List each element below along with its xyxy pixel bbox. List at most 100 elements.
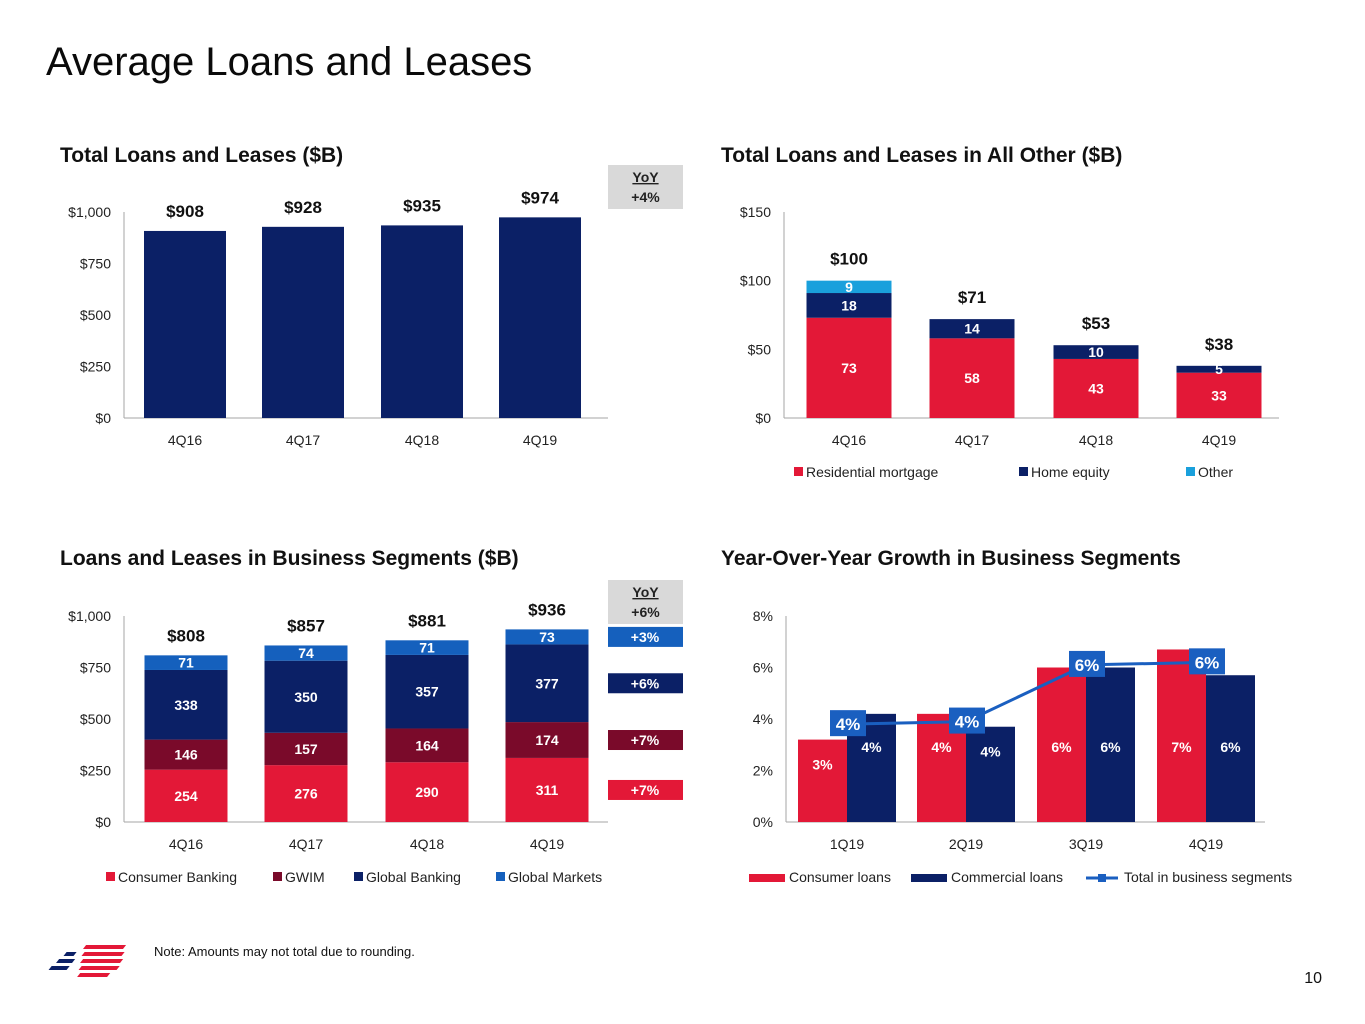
growth-bar xyxy=(1086,667,1135,822)
growth-y-tick: 8% xyxy=(753,608,773,624)
seg-legend-swatch xyxy=(496,872,505,881)
seg-total-label: $881 xyxy=(408,611,446,630)
other-y-tick: $100 xyxy=(740,273,771,289)
growth-bar xyxy=(798,739,847,822)
total-yoy-header: YoY xyxy=(632,169,659,185)
other-segment-label: 10 xyxy=(1088,344,1104,360)
total-yoy-box xyxy=(608,165,683,209)
other-y-tick: $150 xyxy=(740,204,771,220)
seg-segment-label: 74 xyxy=(298,645,314,661)
total-bar xyxy=(262,226,344,418)
other-bar-segment xyxy=(1176,365,1262,373)
growth-bar-label: 4% xyxy=(861,739,882,755)
seg-segment-label: 357 xyxy=(415,684,439,700)
seg-yoy-box xyxy=(608,580,683,624)
seg-y-tick: $250 xyxy=(80,763,111,779)
seg-segment-label: 164 xyxy=(415,737,439,753)
seg-x-tick: 4Q19 xyxy=(530,836,564,852)
other-legend-label: Other xyxy=(1198,464,1233,480)
other-bar-segment xyxy=(806,317,892,418)
seg-x-tick: 4Q18 xyxy=(410,836,444,852)
other-bar-segment xyxy=(806,293,892,318)
growth-legend-label: Commercial loans xyxy=(951,869,1063,885)
seg-segment-label: 73 xyxy=(539,629,555,645)
growth-bar-label: 4% xyxy=(931,739,952,755)
seg-yoy-header: YoY xyxy=(632,584,659,600)
other-bar-segment xyxy=(1176,372,1262,418)
seg-legend-swatch xyxy=(354,872,363,881)
total-bar xyxy=(381,225,463,418)
other-total-label: $53 xyxy=(1082,314,1110,333)
other-total-label: $100 xyxy=(830,250,868,269)
other-legend-label: Residential mortgage xyxy=(806,464,939,480)
growth-x-tick: 4Q19 xyxy=(1189,836,1223,852)
total-x-tick: 4Q19 xyxy=(523,432,557,448)
growth-x-tick: 3Q19 xyxy=(1069,836,1103,852)
other-segment-label: 43 xyxy=(1088,380,1104,396)
growth-bar-label: 4% xyxy=(980,744,1001,760)
seg-bar-segment xyxy=(144,655,228,670)
other-segment-label: 58 xyxy=(964,370,980,386)
growth-legend-marker xyxy=(1098,874,1106,882)
growth-line-label-box xyxy=(1189,648,1225,675)
other-segment-label: 9 xyxy=(845,279,853,295)
other-legend-label: Home equity xyxy=(1031,464,1110,480)
seg-bar-segment xyxy=(264,732,348,766)
total-bar xyxy=(499,217,581,418)
growth-y-tick: 0% xyxy=(753,814,773,830)
seg-segment-label: 254 xyxy=(174,788,198,804)
other-total-label: $38 xyxy=(1205,335,1233,354)
seg-segment-label: 71 xyxy=(178,655,194,671)
seg-yoy-series-label: +7% xyxy=(631,782,660,798)
total-y-tick: $250 xyxy=(80,359,111,375)
seg-bar-segment xyxy=(144,739,228,770)
growth-line-label: 4% xyxy=(955,713,980,732)
seg-bar-segment xyxy=(505,629,589,645)
total-bar-label: $974 xyxy=(521,188,559,207)
seg-legend-label: GWIM xyxy=(285,869,325,885)
other-total-label: $71 xyxy=(958,288,986,307)
seg-bar-segment xyxy=(505,722,589,758)
growth-total-line xyxy=(846,660,1207,726)
other-x-tick: 4Q16 xyxy=(832,432,866,448)
seg-yoy-series-box xyxy=(608,730,683,751)
other-segment-label: 18 xyxy=(841,297,857,313)
seg-total-label: $936 xyxy=(528,600,566,619)
page-title: Average Loans and Leases xyxy=(46,40,533,84)
other-x-tick: 4Q18 xyxy=(1079,432,1113,448)
seg-bar-segment xyxy=(264,645,348,661)
flag-logo-icon xyxy=(46,940,141,995)
growth-bar xyxy=(1037,667,1086,822)
other-segment-label: 14 xyxy=(964,321,980,337)
other-y-tick: $0 xyxy=(755,410,771,426)
total-yoy-value: +4% xyxy=(631,189,660,205)
growth-bar xyxy=(1157,649,1206,822)
total-y-tick: $1,000 xyxy=(68,204,111,220)
seg-y-tick: $750 xyxy=(80,660,111,676)
footnote: Note: Amounts may not total due to round… xyxy=(154,944,415,959)
growth-legend-label: Total in business segments xyxy=(1124,869,1292,885)
seg-legend-label: Global Banking xyxy=(366,869,461,885)
seg-legend-label: Global Markets xyxy=(508,869,602,885)
growth-bar-label: 3% xyxy=(812,757,833,773)
total-x-tick: 4Q16 xyxy=(168,432,202,448)
growth-bar-label: 6% xyxy=(1100,739,1121,755)
seg-bar-segment xyxy=(505,757,589,822)
growth-bar-label: 6% xyxy=(1051,739,1072,755)
other-x-tick: 4Q17 xyxy=(955,432,989,448)
growth-legend-label: Consumer loans xyxy=(789,869,891,885)
seg-legend-label: Consumer Banking xyxy=(118,869,237,885)
other-y-tick: $50 xyxy=(748,341,772,357)
seg-bar-segment xyxy=(385,654,469,729)
total-bar xyxy=(144,230,226,418)
total-y-tick: $750 xyxy=(80,256,111,272)
seg-bar-segment xyxy=(385,728,469,763)
seg-legend-swatch xyxy=(106,872,115,881)
chart-title-total: Total Loans and Leases ($B) xyxy=(60,144,344,167)
seg-yoy-value: +6% xyxy=(631,604,660,620)
seg-yoy-series-box xyxy=(608,673,683,694)
growth-line-label-box xyxy=(1069,650,1105,677)
total-y-tick: $500 xyxy=(80,307,111,323)
seg-y-tick: $500 xyxy=(80,711,111,727)
seg-y-tick: $1,000 xyxy=(68,608,111,624)
